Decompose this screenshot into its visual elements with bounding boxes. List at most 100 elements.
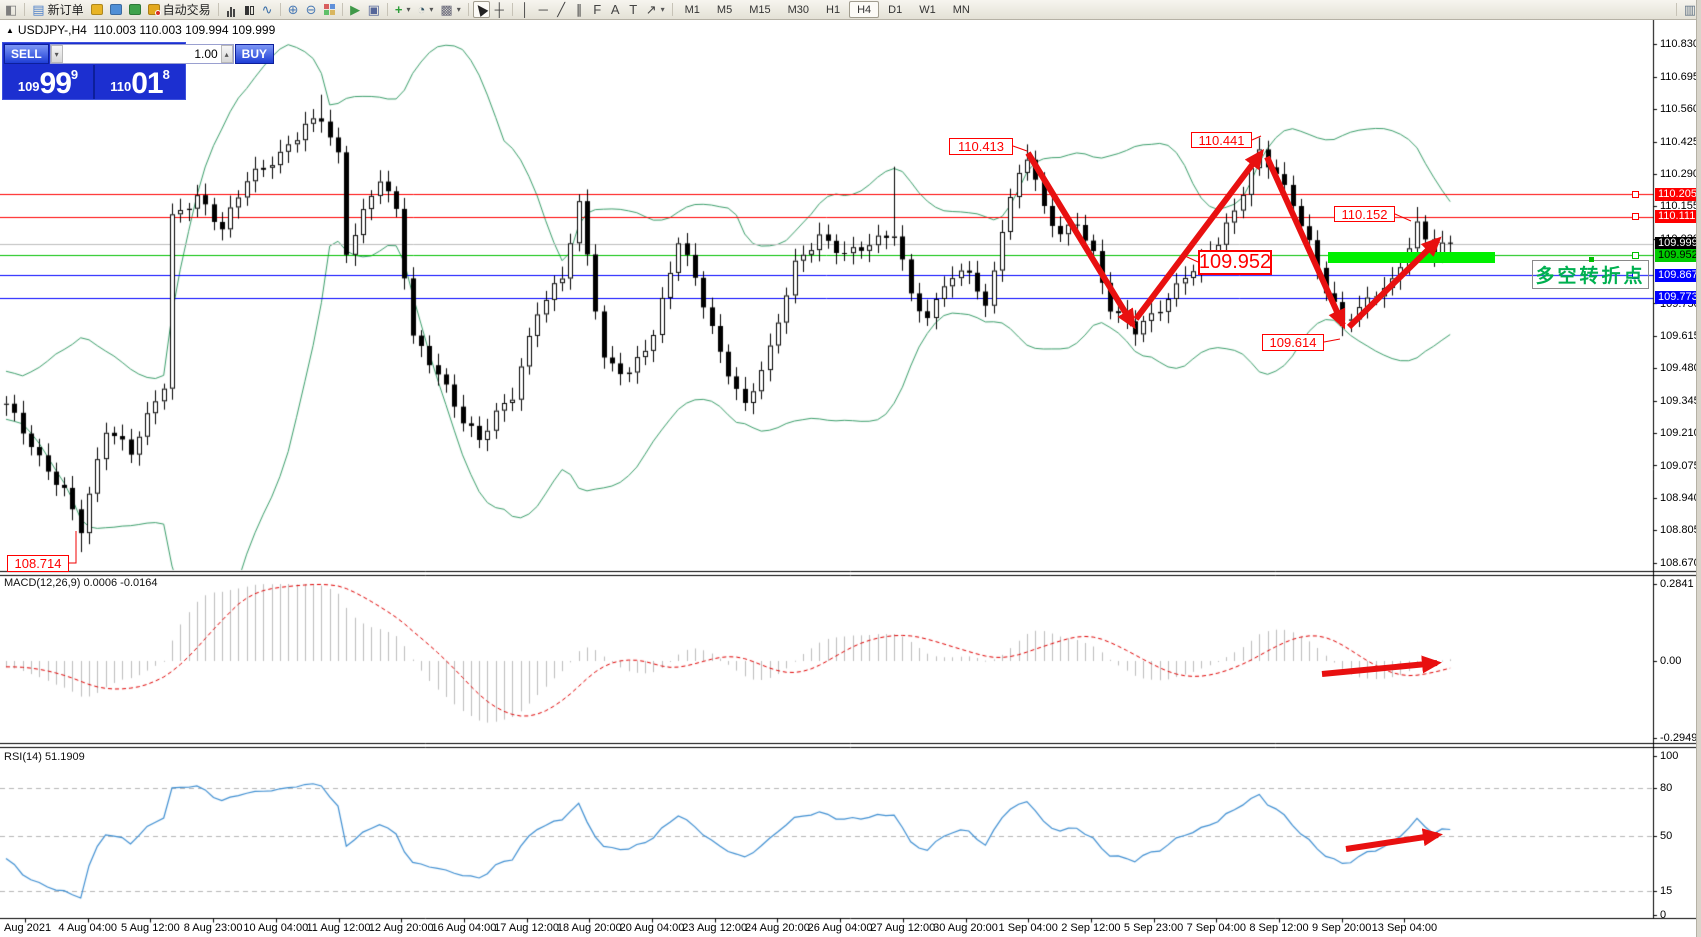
time-axis-label: 30 Aug 20:00 (933, 922, 998, 934)
tile-windows-button[interactable] (321, 1, 338, 18)
rsi-axis-label: 100 (1660, 750, 1679, 762)
volume-increase-button[interactable]: ▴ (220, 45, 233, 63)
timeframe-m30[interactable]: M30 (787, 3, 810, 16)
timeframe-mn[interactable]: MN (952, 3, 970, 16)
price-annotation[interactable]: 109.952 (1198, 250, 1272, 275)
price-chart-canvas[interactable] (0, 20, 1701, 937)
price-axis-label: 108.805 (1660, 524, 1700, 537)
autotrading-button[interactable]: 自动交易 (145, 1, 214, 18)
time-axis-label: 8 Aug 23:00 (183, 922, 243, 934)
tile-windows-icon (323, 4, 335, 15)
text-tool-glyph: A (610, 2, 620, 17)
timeframe-w1[interactable]: W1 (919, 3, 936, 16)
time-axis-label: 23 Aug 12:00 (682, 922, 748, 934)
vertical-line-tool[interactable]: │ (517, 1, 534, 18)
time-axis-label: 24 Aug 20:00 (744, 922, 810, 934)
periods-button-dropdown-icon[interactable]: ▾ (429, 5, 434, 14)
timeframe-d1[interactable]: D1 (888, 3, 903, 16)
level-line-handle[interactable] (1632, 213, 1639, 221)
text-label-tool[interactable]: T (625, 1, 642, 18)
time-axis-label: 5 Sep 23:00 (1123, 922, 1184, 934)
buy-button[interactable]: BUY (234, 44, 275, 64)
periods-button[interactable]: ◔ ▾ (415, 1, 437, 18)
text-tool[interactable]: A (607, 1, 624, 18)
timeframe-m5[interactable]: M5 (716, 3, 733, 16)
strategy-tester-button[interactable]: ▶ (347, 1, 364, 18)
support-zone-highlight[interactable] (1328, 252, 1495, 263)
candlestick-mode-button[interactable] (241, 1, 258, 18)
line-chart-mode-button[interactable]: ∿ (259, 1, 276, 18)
signals-icon[interactable] (126, 1, 144, 18)
rsi-axis-label: 50 (1660, 829, 1673, 842)
timeframe-h4[interactable]: H4 (849, 1, 880, 18)
equidistant-channel-tool-glyph: ∥ (575, 1, 583, 17)
window-right-border (1696, 0, 1701, 937)
chart-shift-button[interactable]: ▥ (1681, 1, 1699, 18)
level-price-badge: 110.111 (1655, 210, 1701, 224)
new-chart-window-button[interactable]: ▣ (365, 1, 383, 18)
collapse-arrow-icon[interactable]: ▲ (6, 26, 14, 35)
price-annotation[interactable]: 110.413 (949, 138, 1013, 155)
fibonacci-tool[interactable]: F (589, 1, 606, 18)
price-annotation[interactable]: 110.152 (1334, 206, 1395, 222)
timeframe-m1[interactable]: M1 (684, 3, 700, 16)
pivot-point-label[interactable]: 多空转折点 (1532, 260, 1649, 289)
level-line-handle[interactable] (1632, 190, 1639, 198)
zoom-out-button[interactable]: ⊖ (303, 1, 320, 18)
bid-main: 99 (39, 67, 72, 100)
sell-button[interactable]: SELL (4, 44, 49, 64)
ohlc-values: 110.003 110.003 109.994 109.999 (93, 23, 276, 37)
zoom-in-button[interactable]: ⊕ (285, 1, 302, 18)
current-price-badge: 109.999 (1655, 237, 1701, 251)
time-axis-label: 17 Aug 12:00 (494, 922, 560, 934)
indicators-button[interactable]: + ▾ (392, 1, 414, 18)
text-label-tool-glyph: T (629, 2, 638, 17)
ask-price: 110 01 8 (93, 65, 185, 99)
market-watch-icon[interactable]: ◧ (2, 1, 20, 18)
arrows-tool[interactable]: ↗ ▾ (643, 1, 668, 18)
indicators-button-dropdown-icon[interactable]: ▾ (406, 5, 411, 14)
level-line-handle[interactable] (1632, 251, 1639, 259)
ask-main: 01 (131, 67, 163, 100)
indicators-button-glyph: + (394, 2, 403, 17)
strategy-tester-button-glyph: ▶ (350, 1, 361, 17)
price-annotation[interactable]: 108.714 (7, 555, 69, 572)
signals-icon-icon (128, 4, 141, 15)
time-axis-label: Aug 2021 (4, 922, 52, 934)
community-icon[interactable] (107, 1, 125, 18)
price-axis-label: 110.155 (1660, 200, 1699, 213)
time-axis-label: 16 Aug 04:00 (431, 922, 497, 934)
timeframe-m15[interactable]: M15 (749, 3, 771, 16)
level-line-handle[interactable] (1632, 271, 1639, 279)
cursor-tool-button[interactable] (472, 1, 490, 18)
price-axis-label: 110.425 (1660, 135, 1699, 148)
equidistant-channel-tool[interactable]: ∥ (571, 1, 588, 18)
price-annotation[interactable]: 110.441 (1191, 132, 1252, 148)
bar-chart-mode-button[interactable] (223, 1, 240, 18)
time-axis-label: 8 Sep 12:00 (1249, 922, 1309, 934)
new-order-button-label: 新订单 (47, 3, 84, 17)
price-axis-label: 109.075 (1660, 459, 1700, 472)
macd-indicator-label: MACD(12,26,9) 0.0006 -0.0164 (4, 577, 158, 589)
price-axis-label: 108.940 (1660, 491, 1700, 504)
price-annotation[interactable]: 109.614 (1262, 334, 1324, 351)
macd-axis-label: -0.2949 (1660, 731, 1698, 744)
volume-input[interactable] (62, 45, 221, 63)
new-order-button[interactable]: ▤ 新订单 (29, 1, 86, 18)
templates-button-glyph: ▩ (440, 1, 453, 17)
templates-button[interactable]: ▩ ▾ (437, 1, 463, 18)
volume-decrease-button[interactable]: ▾ (50, 45, 63, 63)
horizontal-line-tool[interactable]: ─ (535, 1, 552, 18)
time-axis-label: 20 Aug 04:00 (619, 922, 685, 934)
styler-icon[interactable] (88, 1, 106, 18)
autotrading-button-icon (147, 4, 161, 16)
toolbar: ◧ ▤ 新订单 自动交易 ∿ ⊕ ⊖ ▶ ▣ + ▾ ◔ ▾ ▩ ▾ ┼ │ ─ ╱ ∥ F A T ↗ ▾ M1 M5 M15 M30… (0, 0, 1701, 20)
templates-button-dropdown-icon[interactable]: ▾ (456, 5, 461, 14)
crosshair-tool-button[interactable]: ┼ (491, 1, 508, 18)
trendline-tool[interactable]: ╱ (553, 1, 570, 18)
timeframe-h1[interactable]: H1 (826, 3, 841, 16)
pivot-handle[interactable] (1588, 257, 1594, 262)
arrows-tool-dropdown-icon[interactable]: ▾ (660, 5, 665, 14)
ask-pip: 8 (162, 67, 170, 82)
new-order-button-glyph: ▤ (32, 1, 45, 17)
